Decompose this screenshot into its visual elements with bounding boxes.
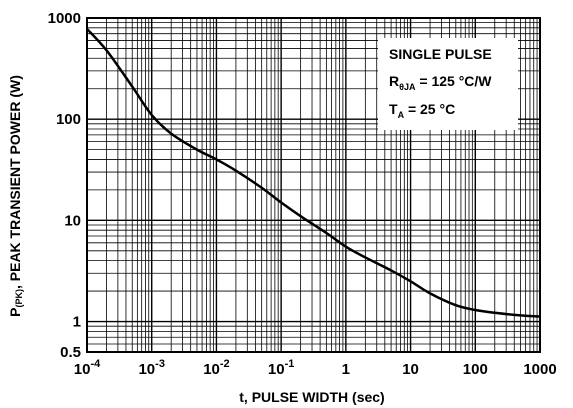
x-tick-label: 1 bbox=[342, 361, 350, 378]
chart-grid bbox=[86, 18, 540, 353]
annotation-line2: RθJA = 125 °C/W bbox=[389, 73, 492, 92]
x-tick-label: 10-2 bbox=[203, 358, 229, 378]
y-axis-label: P(PK), PEAK TRANSIENT POWER (W) bbox=[7, 75, 24, 317]
x-tick-label: 10-1 bbox=[268, 358, 294, 378]
x-tick-label: 10-3 bbox=[138, 358, 164, 378]
x-tick-label: 10 bbox=[402, 361, 419, 378]
annotation-line1: SINGLE PULSE bbox=[389, 46, 492, 62]
x-tick-label: 10-4 bbox=[74, 358, 101, 378]
x-tick-label: 100 bbox=[463, 361, 488, 378]
y-tick-label: 1000 bbox=[48, 10, 81, 27]
y-tick-label: 1 bbox=[73, 314, 81, 331]
series-line bbox=[86, 28, 541, 318]
y-tick-label: 100 bbox=[56, 111, 81, 128]
y-tick-label: 10 bbox=[64, 212, 81, 229]
x-axis-label: t, PULSE WIDTH (sec) bbox=[239, 389, 384, 405]
y-tick-labels: 1000 100 10 1 0.5 bbox=[48, 10, 81, 361]
annotation-box bbox=[378, 38, 518, 130]
plot-frame bbox=[86, 17, 541, 353]
annotation-line3: TA = 25 °C bbox=[389, 101, 455, 120]
x-tick-label: 1000 bbox=[523, 361, 556, 378]
x-tick-labels: 10-4 10-3 10-2 10-1 1 10 100 1000 bbox=[74, 358, 557, 378]
y-tick-label: 0.5 bbox=[60, 344, 81, 361]
